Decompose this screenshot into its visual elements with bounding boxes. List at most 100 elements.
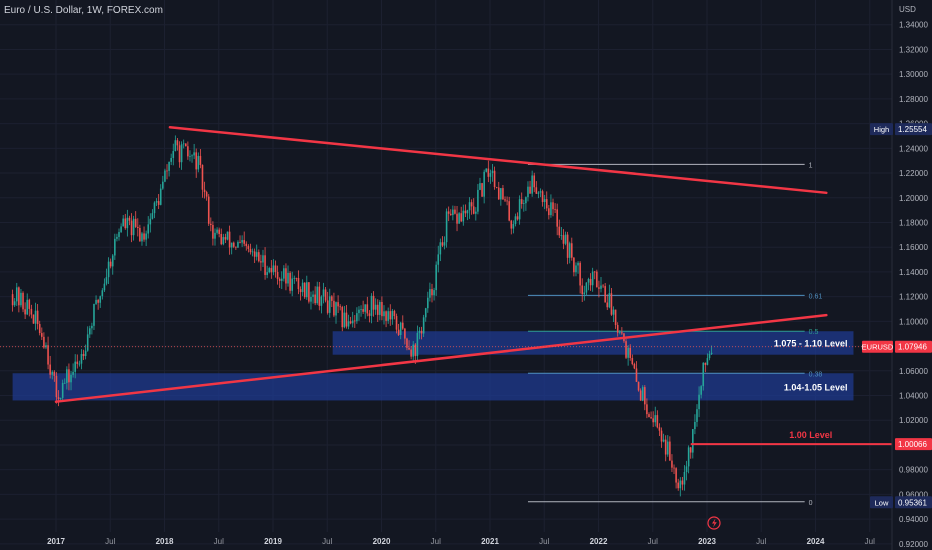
candle-body — [301, 282, 304, 293]
candle-body — [333, 300, 335, 316]
candle-body — [130, 220, 133, 236]
candle-body — [128, 217, 131, 221]
candle-body — [199, 155, 202, 165]
candle-body — [468, 202, 471, 211]
price-tag-name-box — [870, 496, 893, 509]
candle-body — [671, 460, 673, 468]
candle-body — [172, 151, 175, 158]
candle-body — [180, 144, 183, 163]
candle-body — [475, 211, 477, 214]
candle-body — [295, 277, 298, 279]
candle-body — [464, 210, 467, 214]
candle-body — [24, 309, 26, 315]
candle-body — [360, 309, 362, 310]
candle-body — [414, 344, 417, 357]
candle-body — [306, 282, 308, 298]
candle-body — [385, 311, 387, 321]
candle-body — [141, 233, 143, 242]
candle-body — [535, 187, 538, 194]
candle-body — [516, 216, 519, 220]
candle-body — [435, 264, 437, 291]
candle-body — [341, 307, 344, 328]
candle-body — [283, 268, 285, 279]
candle-body — [22, 292, 24, 310]
candle-body — [159, 188, 162, 205]
candle-body — [374, 304, 377, 310]
candle-body — [681, 480, 684, 485]
candle-body — [612, 309, 615, 315]
candle-body — [437, 254, 440, 265]
candle-body — [93, 303, 95, 326]
y-tick-label: 1.20000 — [899, 194, 928, 203]
x-tick-label: Jul — [539, 537, 549, 546]
candle-body — [458, 213, 460, 224]
candle-body — [120, 226, 122, 233]
trendline[interactable] — [168, 126, 828, 195]
trendlines[interactable] — [54, 126, 828, 403]
lightning-icon[interactable] — [707, 516, 721, 530]
time-axis[interactable]: 2017 Jul 2018 Jul 2019 Jul 2020 Jul 2021 Jul 2022 J… — [47, 537, 875, 546]
candle-body — [285, 268, 287, 284]
price-tag-value-box — [895, 496, 932, 509]
candle-body — [387, 311, 389, 321]
candle-body — [278, 278, 281, 281]
x-tick-label: Jul — [756, 537, 766, 546]
candle-body — [391, 310, 394, 320]
candle-body — [608, 293, 611, 308]
y-tick-label: 1.06000 — [899, 367, 928, 376]
candle-body — [189, 156, 191, 157]
candle-body — [706, 358, 709, 365]
candle-body — [399, 322, 402, 335]
candle-body — [710, 352, 713, 354]
candle-body — [13, 301, 16, 306]
candle-body — [49, 364, 51, 375]
candle-body — [243, 240, 246, 244]
candle-body — [272, 265, 275, 273]
candle-body — [68, 369, 70, 383]
candle-body — [312, 294, 314, 297]
candle-body — [504, 199, 506, 201]
candle-body — [356, 313, 358, 322]
candle-body — [570, 243, 573, 258]
candle-body — [675, 468, 677, 483]
candle-body — [314, 294, 316, 304]
fib-label: 1 — [809, 162, 813, 169]
candle-body — [554, 209, 556, 211]
candle-body — [86, 334, 89, 351]
candle-body — [101, 290, 104, 297]
trendline[interactable] — [54, 313, 828, 403]
candle-body — [253, 251, 256, 257]
y-tick-label: 1.12000 — [899, 293, 928, 302]
chart-title: Euro / U.S. Dollar, 1W, FOREX.com — [4, 5, 163, 16]
candle-body — [237, 241, 239, 248]
zone-rect[interactable] — [332, 331, 854, 355]
candle-body — [485, 168, 488, 172]
candle-body — [316, 286, 319, 304]
candle-body — [97, 299, 99, 303]
candle-body — [226, 231, 229, 240]
candle-body — [579, 262, 581, 286]
zone-label: 1.04-1.05 Level — [784, 382, 848, 392]
candle-body — [182, 143, 185, 145]
candle-body — [543, 199, 546, 203]
candle-body — [456, 213, 458, 224]
candle-body — [335, 302, 337, 316]
candle-body — [575, 265, 577, 273]
candle-body — [637, 381, 640, 391]
candle-body — [276, 272, 279, 279]
candle-body — [55, 375, 58, 398]
candle-body — [631, 357, 634, 365]
candle-body — [669, 441, 671, 461]
zone-label: 1.075 - 1.10 Level — [774, 338, 848, 348]
candle-body — [241, 240, 243, 243]
candle-body — [266, 272, 268, 276]
candle-body — [562, 235, 565, 244]
candle-body — [145, 233, 147, 240]
candle-body — [205, 192, 208, 197]
candle-body — [139, 227, 141, 242]
zone-rect[interactable] — [12, 373, 854, 401]
candle-body — [297, 277, 300, 290]
candle-body — [299, 289, 302, 293]
x-tick-label: 2023 — [698, 537, 716, 546]
